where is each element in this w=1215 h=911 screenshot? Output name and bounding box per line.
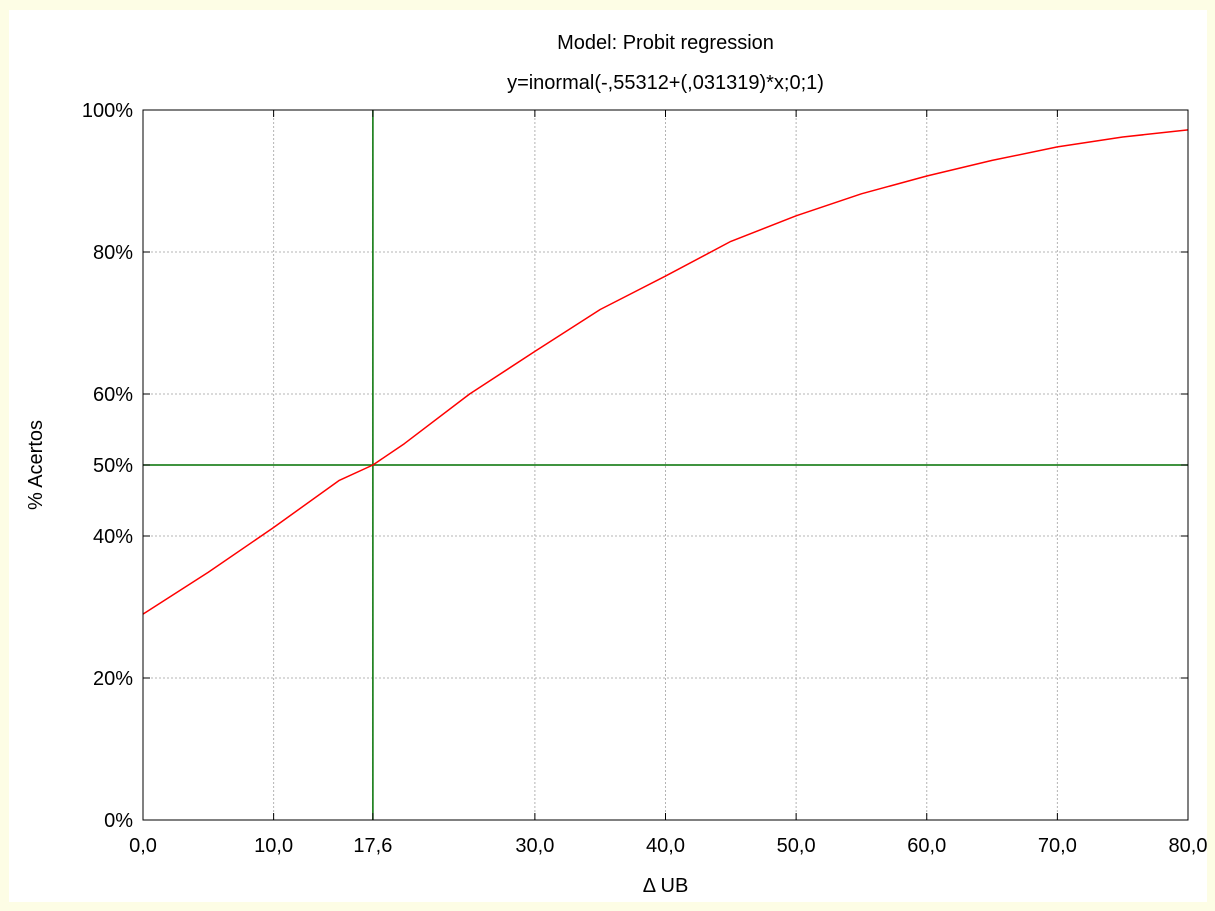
x-tick-label: 40,0 (646, 835, 685, 857)
x-tick-label: 17,6 (353, 835, 392, 857)
series-layer (142, 129, 1189, 615)
y-tick-label: 20% (93, 668, 133, 690)
x-tick-label: 70,0 (1038, 835, 1077, 857)
x-tick-label: 80,0 (1169, 835, 1208, 857)
y-tick-label: 60% (93, 384, 133, 406)
x-tick-label: 30,0 (515, 835, 554, 857)
probit-curve (142, 129, 1189, 615)
y-axis-label: % Acertos (25, 420, 47, 510)
reference-lines (143, 110, 1188, 820)
x-tick-label: 60,0 (907, 835, 946, 857)
chart-frame (9, 10, 1207, 902)
x-tick-label: 0,0 (129, 835, 157, 857)
y-tick-label: 0% (104, 810, 133, 832)
y-tick-label: 50% (93, 455, 133, 477)
x-axis-label: Δ UB (643, 875, 689, 897)
y-tick-label: 100% (82, 100, 133, 122)
x-tick-label: 50,0 (777, 835, 816, 857)
x-tick-label: 10,0 (254, 835, 293, 857)
y-tick-label: 80% (93, 242, 133, 264)
tick-marks (142, 109, 1189, 821)
tick-labels: 0,0 10,0 17,6 30,0 40,0 50,0 60,0 70,0 80,0 0% 20%… (82, 100, 1208, 857)
chart-title: Model: Probit regression (557, 32, 774, 54)
chart-subtitle: y=inormal(-,55312+(,031319)*x;0;1) (507, 72, 824, 94)
y-tick-label: 40% (93, 526, 133, 548)
